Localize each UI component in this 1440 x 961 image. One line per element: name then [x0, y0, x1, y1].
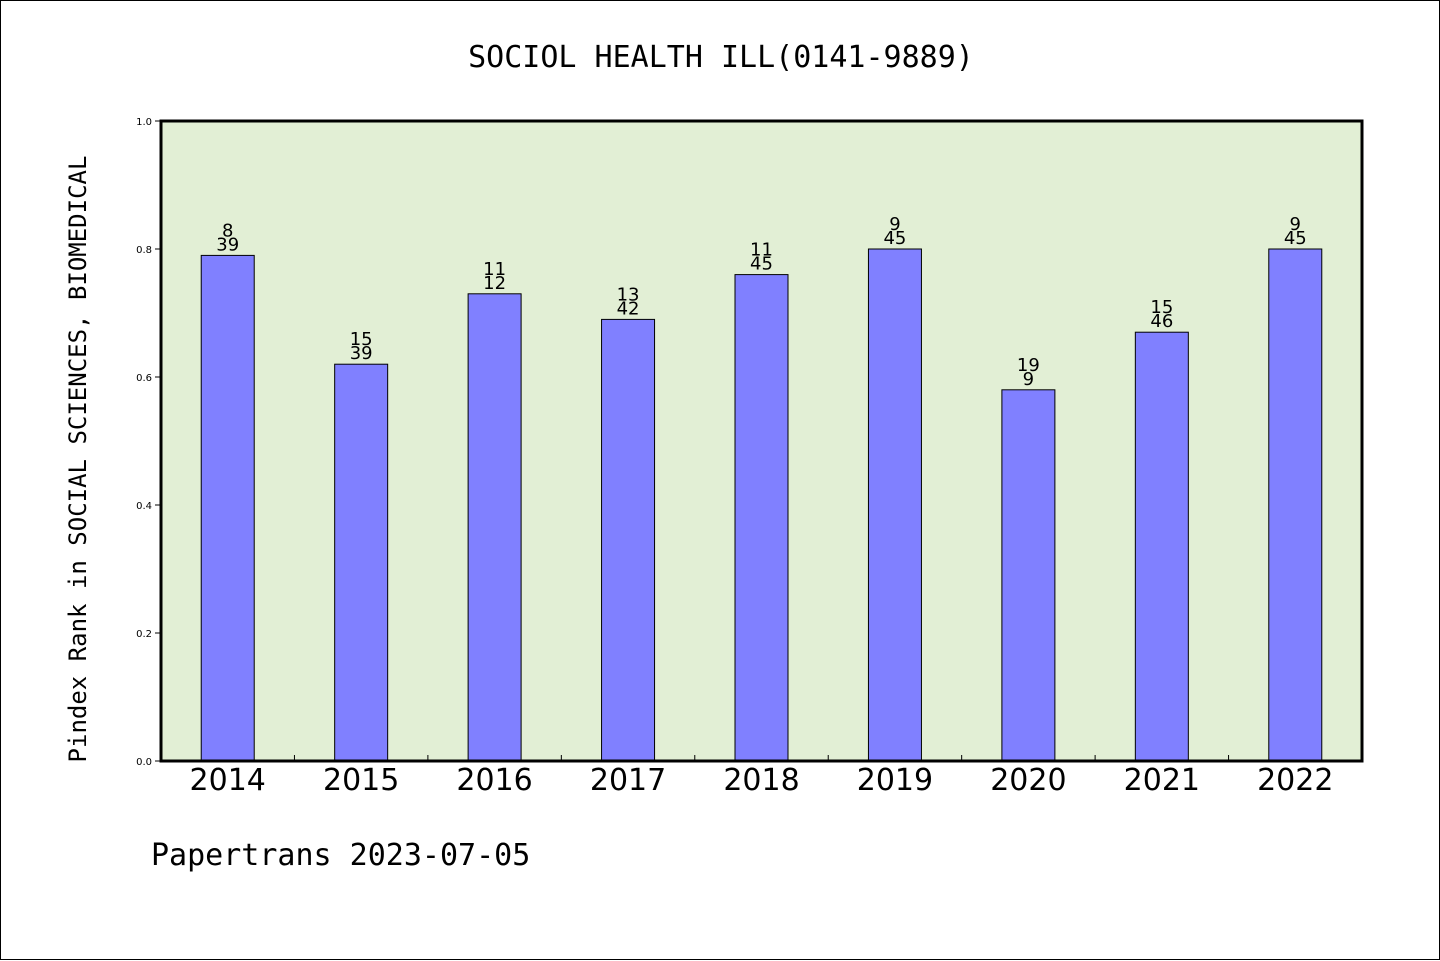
bar-total-label-2016: 12 — [483, 273, 506, 294]
bar-rank-label-2018: 11 — [750, 240, 773, 261]
bar-rank-label-2021: 15 — [1150, 297, 1173, 318]
bar-total-label-2018: 45 — [750, 254, 773, 275]
y-axis-label: Pindex Rank in SOCIAL SCIENCES, BIOMEDIC… — [64, 156, 92, 763]
bar-rank-label-2016: 11 — [483, 259, 506, 280]
y-tick-label-0.0: 0.0 — [136, 757, 152, 768]
bar-total-label-2019: 45 — [883, 228, 906, 249]
plot-border — [159, 119, 1364, 763]
x-tick-label-2016: 2016 — [456, 763, 532, 798]
bar-2015 — [334, 363, 389, 762]
x-tick-label-2019: 2019 — [857, 763, 933, 798]
x-tick-label-2017: 2017 — [590, 763, 666, 798]
x-tick-label-2020: 2020 — [990, 763, 1066, 798]
x-tick-label-2015: 2015 — [323, 763, 399, 798]
bar-2020 — [1001, 389, 1056, 762]
bar-rank-label-2017: 13 — [617, 284, 640, 305]
bar-total-label-2017: 42 — [617, 298, 640, 319]
bar-2018 — [734, 274, 789, 762]
y-tick-label-0.6: 0.6 — [136, 373, 152, 384]
bar-rank-label-2015: 15 — [350, 329, 373, 350]
y-tick-label-0.4: 0.4 — [136, 501, 152, 512]
footer-credit: Papertrans 2023-07-05 — [151, 838, 530, 873]
bar-2016 — [467, 293, 522, 762]
bar-total-label-2022: 45 — [1284, 228, 1307, 249]
bar-total-label-2021: 46 — [1150, 311, 1173, 332]
bar-2019 — [867, 248, 922, 762]
bar-total-label-2020: 9 — [1023, 369, 1034, 390]
x-tick-label-2018: 2018 — [723, 763, 799, 798]
bar-2017 — [601, 318, 656, 762]
x-tick-label-2014: 2014 — [190, 763, 266, 798]
bar-rank-label-2020: 19 — [1017, 355, 1040, 376]
bar-rank-label-2022: 9 — [1290, 214, 1301, 235]
bar-total-label-2015: 39 — [350, 343, 373, 364]
y-tick-label-0.8: 0.8 — [136, 245, 152, 256]
y-axis-ticks: 0.0 0.2 0.4 0.6 0.8 1.0 — [136, 117, 161, 768]
bar-2022 — [1268, 248, 1323, 762]
bar-2021 — [1134, 331, 1189, 762]
bar-rank-label-2014: 8 — [222, 220, 233, 241]
bar-2014 — [200, 254, 255, 762]
chart-title: SOCIOL HEALTH ILL(0141-9889) — [468, 40, 974, 75]
bars-group — [200, 248, 1323, 762]
bar-total-label-2014: 39 — [216, 234, 239, 255]
bar-rank-label-2019: 9 — [889, 214, 900, 235]
x-tick-label-2022: 2022 — [1257, 763, 1333, 798]
y-tick-label-0.2: 0.2 — [136, 629, 152, 640]
x-axis-ticks: 2014 2015 2016 2017 2018 2019 2020 2021 2022 — [190, 755, 1333, 798]
y-tick-label-1.0: 1.0 — [136, 117, 152, 128]
x-tick-label-2021: 2021 — [1124, 763, 1200, 798]
